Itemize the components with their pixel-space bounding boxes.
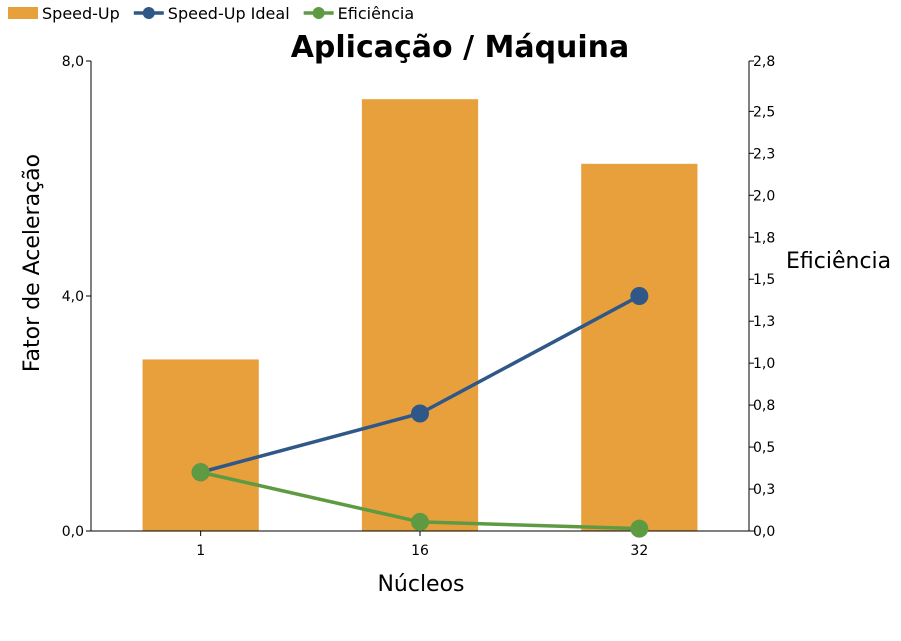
lines bbox=[191, 287, 649, 538]
point-speed-up-ideal-16 bbox=[411, 404, 429, 423]
y2-tick-label: 0,8 bbox=[753, 398, 775, 414]
legend-label: Eficiência bbox=[338, 4, 414, 23]
point-efici-ncia-1 bbox=[191, 463, 210, 482]
x-tick-label: 32 bbox=[630, 543, 648, 559]
legend-item-speed-up-ideal: Speed-Up Ideal bbox=[133, 4, 290, 23]
y2-tick-label: 1,3 bbox=[753, 314, 775, 330]
chart-title: Aplicação / Máquina bbox=[291, 30, 630, 65]
y2-tick-label: 0,0 bbox=[753, 524, 775, 540]
point-efici-ncia-32 bbox=[630, 519, 649, 538]
y2-axis-title: Eficiência bbox=[786, 249, 891, 274]
legend-item-speed-up: Speed-Up bbox=[8, 4, 120, 23]
bar-16 bbox=[361, 99, 479, 531]
x-tick-label: 1 bbox=[196, 543, 205, 559]
y-tick-label: 0,0 bbox=[62, 524, 84, 540]
y2-tick-label: 1,0 bbox=[753, 356, 775, 372]
point-efici-ncia-16 bbox=[411, 512, 429, 531]
legend: Speed-Up Speed-Up Ideal Eficiência bbox=[8, 4, 414, 23]
legend-swatch-marker bbox=[312, 7, 325, 19]
y2-tick-label: 2,3 bbox=[753, 146, 775, 162]
legend-item-efici-ncia: Eficiência bbox=[303, 4, 414, 23]
y2-tick-label: 1,5 bbox=[753, 272, 775, 288]
y2-tick-label: 0,3 bbox=[753, 482, 775, 498]
legend-swatch-marker bbox=[142, 7, 155, 19]
point-speed-up-ideal-32 bbox=[630, 287, 649, 305]
x-axis-title: Núcleos bbox=[377, 572, 464, 597]
y-axis-title: Fator de Aceleração bbox=[20, 154, 45, 372]
legend-label: Speed-Up Ideal bbox=[168, 4, 290, 23]
y2-tick-label: 2,5 bbox=[753, 104, 775, 120]
y2-tick-label: 2,8 bbox=[753, 54, 775, 70]
x-tick-label: 16 bbox=[411, 543, 429, 559]
bars bbox=[142, 99, 698, 531]
y-tick-label: 4,0 bbox=[62, 289, 84, 305]
y-tick-label: 8,0 bbox=[62, 54, 84, 70]
y2-tick-label: 0,5 bbox=[753, 440, 775, 456]
y2-tick-label: 2,0 bbox=[753, 188, 775, 204]
legend-label: Speed-Up bbox=[42, 4, 120, 23]
y2-tick-label: 1,8 bbox=[753, 230, 775, 246]
bar-32 bbox=[581, 163, 698, 531]
legend-swatch bbox=[8, 7, 38, 19]
bar-1 bbox=[142, 359, 259, 531]
